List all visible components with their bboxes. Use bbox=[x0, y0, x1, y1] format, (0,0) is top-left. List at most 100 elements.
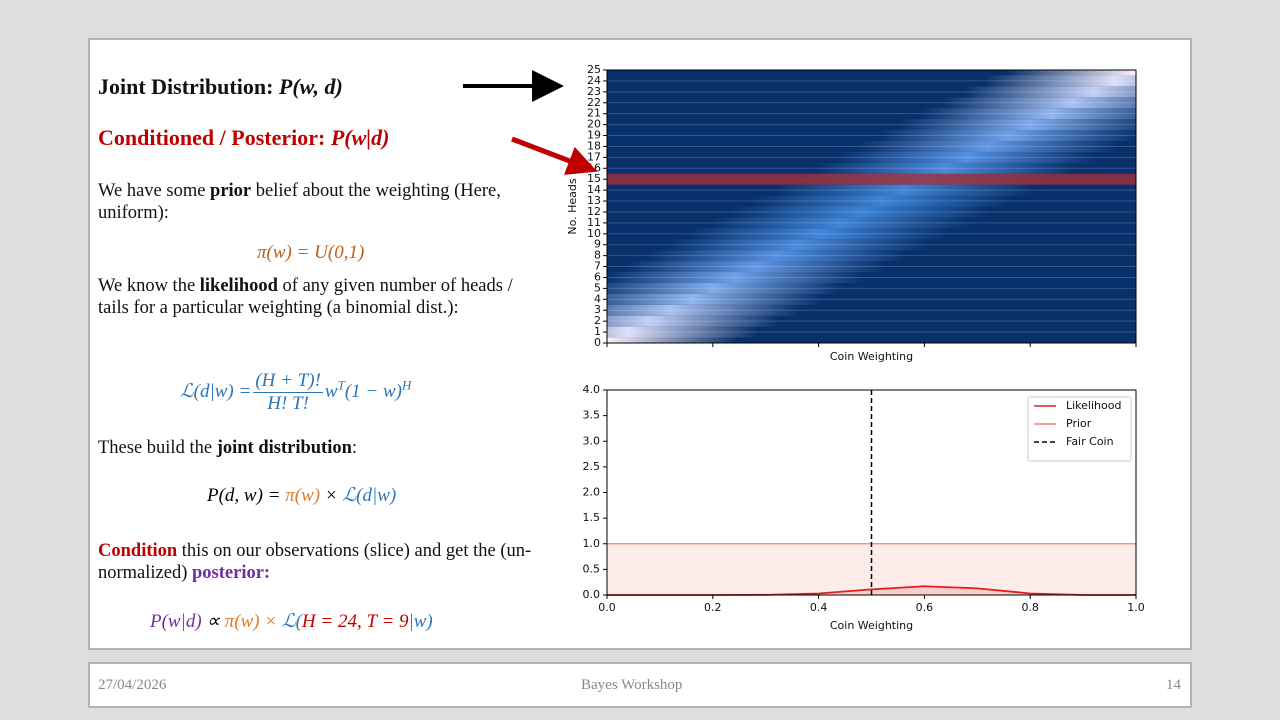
heatmap-row bbox=[607, 272, 1136, 283]
heading-math: P(w, d) bbox=[278, 74, 343, 99]
heatmap-row bbox=[607, 119, 1136, 131]
y-tick-label: 1.0 bbox=[583, 537, 601, 550]
heatmap-row bbox=[607, 70, 1136, 76]
y-tick-label: 9 bbox=[594, 238, 601, 251]
heatmap-row bbox=[607, 228, 1136, 240]
heatmap-row bbox=[607, 140, 1136, 152]
heatmap-row bbox=[607, 337, 1136, 343]
y-tick-label: 8 bbox=[594, 249, 601, 262]
heading-text: Conditioned / Posterior: bbox=[98, 125, 331, 150]
y-tick-label: 3.5 bbox=[583, 409, 601, 422]
x-axis-label: Coin Weighting bbox=[830, 350, 913, 363]
y-tick-label: 3 bbox=[594, 303, 601, 316]
fraction: (H + T)! H! T! bbox=[253, 370, 323, 415]
y-tick-label: 12 bbox=[587, 205, 601, 218]
formula-part: π(w) × bbox=[224, 611, 278, 632]
heatmap-row bbox=[607, 86, 1136, 98]
heatmap-row bbox=[607, 239, 1136, 251]
y-tick-label: 15 bbox=[587, 172, 601, 185]
footer-date: 27/04/2026 bbox=[98, 677, 167, 693]
paragraph: We have some prior belief about the weig… bbox=[98, 181, 548, 224]
heatmap-row bbox=[607, 217, 1136, 229]
bold-text: prior bbox=[210, 181, 252, 201]
exponent: T bbox=[337, 377, 345, 393]
heatmap-row bbox=[607, 282, 1136, 294]
y-tick-label: 3.0 bbox=[583, 434, 601, 447]
paragraph: We know the likelihood of any given numb… bbox=[98, 276, 548, 319]
exponent: H bbox=[401, 377, 412, 393]
heatmap-row bbox=[607, 315, 1136, 327]
plot-frame bbox=[606, 389, 1137, 596]
y-tick-label: 2.0 bbox=[583, 486, 601, 499]
heatmap-row bbox=[607, 151, 1136, 163]
y-tick-label: 1.5 bbox=[583, 511, 601, 524]
heading-text: Joint Distribution: bbox=[98, 74, 279, 99]
y-tick-label: 5 bbox=[594, 281, 601, 294]
footer-bar bbox=[88, 662, 1192, 708]
formula-part: π(w) = U(0,1) bbox=[257, 242, 365, 263]
heatmap-row bbox=[607, 97, 1136, 109]
legend-label: Fair Coin bbox=[1066, 435, 1114, 448]
heatmap-row bbox=[607, 206, 1136, 218]
y-tick-label: 1 bbox=[594, 325, 601, 338]
x-tick-label: 1.0 bbox=[1127, 601, 1145, 614]
y-tick-label: 10 bbox=[587, 227, 601, 240]
y-tick-label: 21 bbox=[587, 107, 601, 120]
heatmap-row bbox=[607, 326, 1136, 338]
y-tick-label: 25 bbox=[587, 63, 601, 76]
x-tick-label: 0.0 bbox=[598, 601, 616, 614]
text: We have some bbox=[98, 181, 211, 201]
bold-text: likelihood bbox=[199, 276, 278, 296]
highlight-row bbox=[607, 173, 1136, 185]
denominator: H! T! bbox=[267, 393, 309, 414]
heading-math: P(w|d) bbox=[330, 125, 390, 150]
y-tick-label: 13 bbox=[587, 194, 601, 207]
formula-part: × bbox=[320, 485, 343, 506]
text: this on our observations (slice) and get… bbox=[98, 541, 532, 583]
y-tick-label: 11 bbox=[587, 216, 601, 229]
heatmap-row bbox=[607, 75, 1136, 87]
y-tick-label: 4.0 bbox=[583, 383, 601, 396]
plot-frame bbox=[606, 69, 1137, 344]
heatmap-row bbox=[607, 261, 1136, 273]
y-tick-label: 0.0 bbox=[583, 588, 601, 601]
heading: Joint Distribution: P(w, d) bbox=[98, 76, 548, 98]
heatmap-row bbox=[607, 162, 1136, 174]
heatmap-row bbox=[607, 250, 1136, 262]
text: : bbox=[351, 438, 358, 458]
y-tick-label: 6 bbox=[594, 270, 601, 283]
heading: Conditioned / Posterior: P(w|d) bbox=[98, 127, 548, 149]
formula-part: ℒ( bbox=[277, 611, 302, 632]
formula-part: ℒ(d|w) = bbox=[180, 380, 252, 402]
formula-part: (1 − w) bbox=[344, 380, 402, 402]
formula: π(w) = U(0,1) bbox=[257, 242, 364, 264]
y-tick-label: 23 bbox=[587, 85, 601, 98]
text: We know the bbox=[98, 276, 200, 296]
footer-title: Bayes Workshop bbox=[581, 677, 683, 693]
formula-part: w bbox=[324, 380, 338, 402]
x-tick-label: 0.8 bbox=[1021, 601, 1039, 614]
heatmap-row bbox=[607, 304, 1136, 316]
heatmap-row bbox=[607, 293, 1136, 305]
heatmap-row bbox=[607, 195, 1136, 207]
text: of any given number of heads / tails for… bbox=[98, 276, 513, 318]
text: These build the bbox=[98, 438, 217, 458]
legend-label: Likelihood bbox=[1066, 399, 1121, 412]
heatmap-row bbox=[607, 130, 1136, 141]
arrow bbox=[511, 136, 598, 175]
formula: P(w|d) ∝ π(w) × ℒ(H = 24, T = 9|w) bbox=[150, 610, 433, 633]
text: belief about the weighting (Here, unifor… bbox=[98, 181, 501, 223]
paragraph: These build the joint distribution: bbox=[98, 438, 548, 460]
y-tick-label: 4 bbox=[594, 292, 601, 305]
x-tick-label: 0.2 bbox=[704, 601, 722, 614]
formula: ℒ(d|w) = (H + T)! H! T! wT(1 − w)H bbox=[180, 370, 411, 415]
heatmap-row bbox=[607, 184, 1136, 196]
y-axis-label: No. Heads bbox=[566, 178, 579, 235]
formula-part: ∝ bbox=[201, 611, 225, 632]
footer-page: 14 bbox=[1166, 677, 1181, 693]
bold-text: Condition bbox=[98, 541, 178, 561]
y-tick-label: 2 bbox=[594, 314, 601, 327]
formula-part: H = 24, T = 9 bbox=[301, 611, 409, 632]
